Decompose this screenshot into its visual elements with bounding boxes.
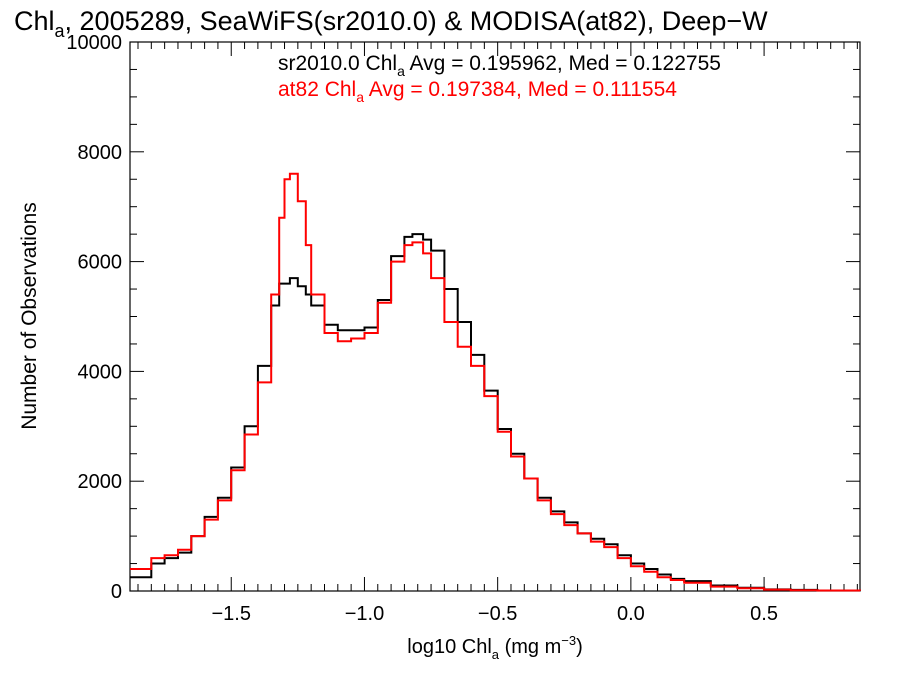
y-tick-label: 0 xyxy=(111,581,122,603)
x-axis: −1.5 −1.0 −0.5 0.0 0.5 xyxy=(137,42,858,625)
legend-entry-at82: at82 Chla Avg = 0.197384, Med = 0.111554 xyxy=(278,78,677,105)
y-axis: 0 2000 4000 6000 8000 10000 xyxy=(66,32,860,603)
legend-entry-sr2010: sr2010.0 Chla Avg = 0.195962, Med = 0.12… xyxy=(278,52,721,79)
series-line-at82 xyxy=(130,172,861,592)
series-group xyxy=(130,172,861,592)
legend: sr2010.0 Chla Avg = 0.195962, Med = 0.12… xyxy=(278,52,721,105)
chart-title: Chla, 2005289, SeaWiFS(sr2010.0) & MODIS… xyxy=(14,6,768,41)
y-tick-label: 2000 xyxy=(78,471,123,493)
series-line-sr2010 xyxy=(130,233,861,592)
x-tick-label: 0.5 xyxy=(750,603,778,625)
y-tick-label: 8000 xyxy=(78,142,123,164)
y-axis-label: Number of Observations xyxy=(18,202,41,430)
x-axis-label: log10 Chla (mg m−3) xyxy=(407,633,582,662)
x-tick-label: 0.0 xyxy=(617,603,645,625)
x-tick-label: −1.5 xyxy=(211,603,250,625)
plot-frame xyxy=(129,41,861,592)
y-tick-label: 10000 xyxy=(66,32,122,54)
x-tick-label: −0.5 xyxy=(478,603,517,625)
y-tick-label: 4000 xyxy=(78,361,123,383)
y-tick-label: 6000 xyxy=(78,252,123,274)
x-tick-label: −1.0 xyxy=(345,603,384,625)
